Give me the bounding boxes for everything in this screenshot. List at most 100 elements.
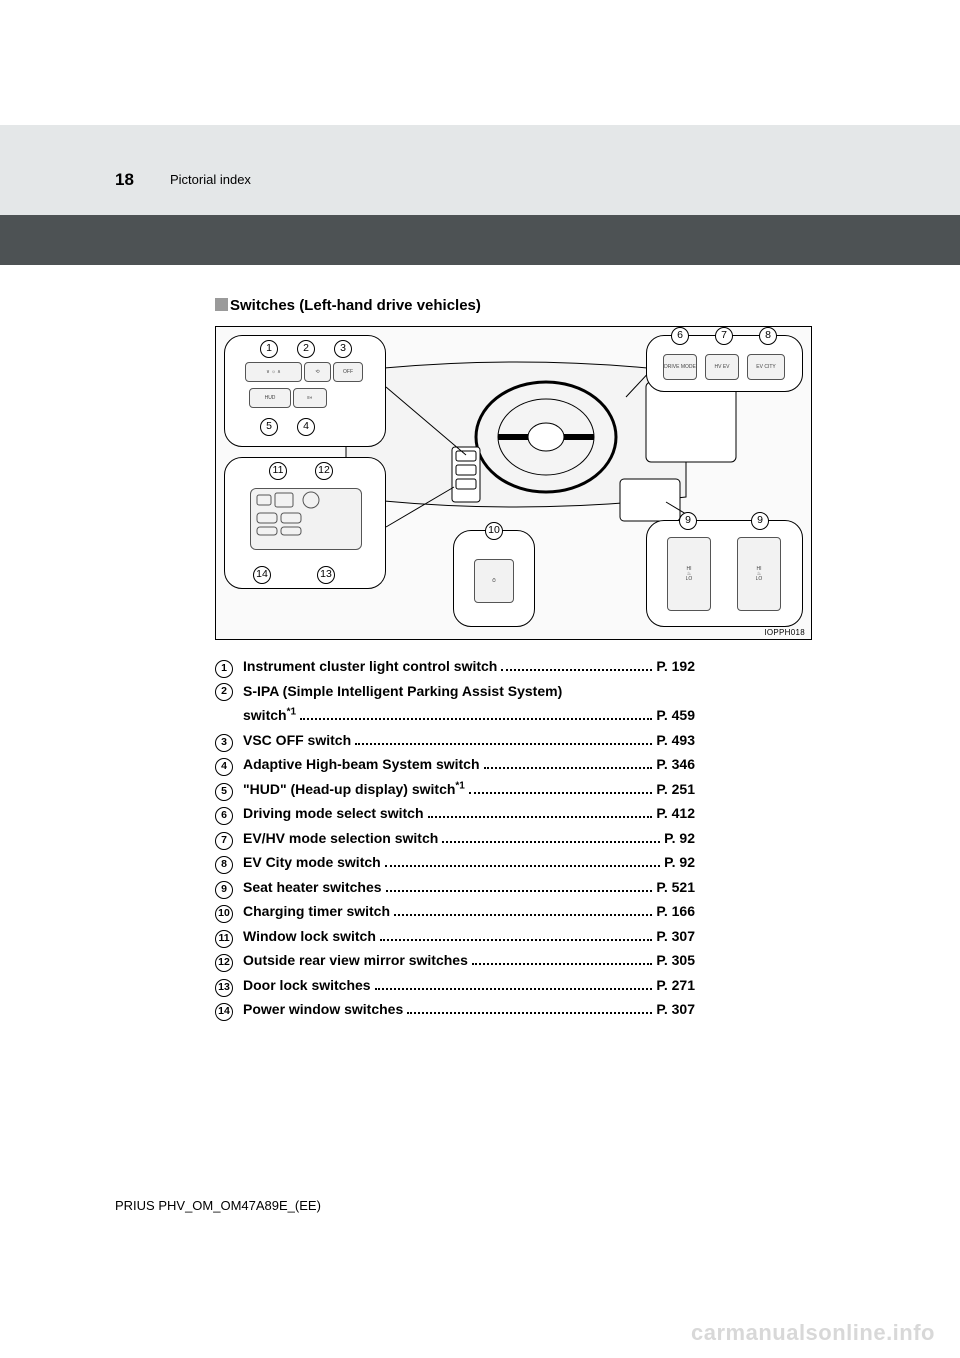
callout-box-9: 9 9 HI♨LO HI♨LO bbox=[646, 520, 803, 627]
hud-btn-icon: HUD bbox=[249, 388, 291, 408]
leader-dots bbox=[375, 977, 653, 990]
section-title-text: Switches (Left-hand drive vehicles) bbox=[230, 297, 481, 314]
callout-box-1-5: 1 2 3 ∨ ☼ ∧ ⟲ OFF HUD ≡◐ 5 4 bbox=[224, 335, 386, 447]
page-container: 18 Pictorial index Switches (Left-hand d… bbox=[0, 0, 960, 1358]
leader-dots bbox=[428, 806, 653, 819]
item-num-10: 10 bbox=[215, 905, 233, 923]
item-text-8: EV City mode switch bbox=[243, 850, 381, 875]
item-row-11: 11 Window lock switch P. 307 bbox=[215, 924, 695, 949]
callout-3: 3 bbox=[334, 340, 352, 358]
item-text-14: Power window switches bbox=[243, 997, 403, 1022]
item-row-10: 10 Charging timer switch P. 166 bbox=[215, 899, 695, 924]
callout-9a: 9 bbox=[679, 512, 697, 530]
leader-dots bbox=[355, 732, 652, 745]
item-text-2a: S-IPA (Simple Intelligent Parking Assist… bbox=[243, 679, 562, 704]
callout-box-10: 10 ⏱ bbox=[453, 530, 535, 627]
header-dark-band bbox=[0, 215, 960, 265]
switches-diagram: 1 2 3 ∨ ☼ ∧ ⟲ OFF HUD ≡◐ 5 4 6 7 8 DRIVE… bbox=[215, 326, 812, 640]
item-text-2b: switch*1 bbox=[243, 703, 296, 728]
callout-2: 2 bbox=[297, 340, 315, 358]
item-page-10: P. 166 bbox=[656, 899, 695, 924]
item-num-9: 9 bbox=[215, 881, 233, 899]
vsc-off-btn-icon: OFF bbox=[333, 362, 363, 382]
item-page-6: P. 412 bbox=[656, 801, 695, 826]
item-num-11: 11 bbox=[215, 930, 233, 948]
watermark: carmanualsonline.info bbox=[691, 1320, 935, 1346]
item-text-6: Driving mode select switch bbox=[243, 801, 424, 826]
item-row-5: 5 "HUD" (Head-up display) switch*1 P. 25… bbox=[215, 777, 695, 802]
item-page-9: P. 521 bbox=[656, 875, 695, 900]
item-num-4: 4 bbox=[215, 758, 233, 776]
section-title: Switches (Left-hand drive vehicles) bbox=[215, 297, 850, 314]
item-text-4: Adaptive High-beam System switch bbox=[243, 752, 480, 777]
section-bullet-icon bbox=[215, 298, 228, 311]
leader-dots bbox=[472, 953, 652, 966]
item-page-13: P. 271 bbox=[656, 973, 695, 998]
item-row-8: 8 EV City mode switch P. 92 bbox=[215, 850, 695, 875]
sipa-btn-icon: ⟲ bbox=[304, 362, 331, 382]
item-page-5: P. 251 bbox=[656, 777, 695, 802]
item-num-1: 1 bbox=[215, 660, 233, 678]
leader-dots bbox=[484, 757, 653, 770]
leader-dots bbox=[386, 879, 653, 892]
item-num-7: 7 bbox=[215, 832, 233, 850]
seat-heater-right-icon: HI♨LO bbox=[737, 537, 781, 611]
item-num-8: 8 bbox=[215, 856, 233, 874]
callout-box-11-14: 11 12 14 13 bbox=[224, 457, 386, 589]
item-num-2: 2 bbox=[215, 683, 233, 701]
content-area: Switches (Left-hand drive vehicles) bbox=[215, 297, 850, 1022]
item-text-3: VSC OFF switch bbox=[243, 728, 351, 753]
callout-6: 6 bbox=[671, 327, 689, 345]
items-list: 1 Instrument cluster light control switc… bbox=[215, 654, 850, 1022]
item-num-14: 14 bbox=[215, 1003, 233, 1021]
item-row-13: 13 Door lock switches P. 271 bbox=[215, 973, 695, 998]
item-sup-5: *1 bbox=[455, 780, 464, 791]
item-row-14: 14 Power window switches P. 307 bbox=[215, 997, 695, 1022]
header-gray-band bbox=[0, 125, 960, 215]
item-sup-2: *1 bbox=[287, 706, 296, 717]
callout-12: 12 bbox=[315, 462, 333, 480]
item-num-6: 6 bbox=[215, 807, 233, 825]
item-text-5: "HUD" (Head-up display) switch*1 bbox=[243, 777, 465, 802]
item-page-2: P. 459 bbox=[656, 703, 695, 728]
drive-mode-btn-icon: DRIVE MODE bbox=[663, 354, 697, 380]
leader-dots bbox=[442, 830, 660, 843]
item-page-11: P. 307 bbox=[656, 924, 695, 949]
item-text-11: Window lock switch bbox=[243, 924, 376, 949]
callout-14: 14 bbox=[253, 566, 271, 584]
item-page-7: P. 92 bbox=[664, 826, 695, 851]
item-page-3: P. 493 bbox=[656, 728, 695, 753]
item-page-8: P. 92 bbox=[664, 850, 695, 875]
item-text-10: Charging timer switch bbox=[243, 899, 390, 924]
callout-10: 10 bbox=[485, 522, 503, 540]
callout-4: 4 bbox=[297, 418, 315, 436]
callout-7: 7 bbox=[715, 327, 733, 345]
leader-dots bbox=[394, 904, 652, 917]
leader-dots bbox=[380, 928, 652, 941]
item-row-7: 7 EV/HV mode selection switch P. 92 bbox=[215, 826, 695, 851]
leader-dots bbox=[407, 1002, 652, 1015]
ev-city-btn-icon: EV CITY bbox=[747, 354, 785, 380]
page-number: 18 bbox=[115, 170, 134, 190]
footer-document-id: PRIUS PHV_OM_OM47A89E_(EE) bbox=[115, 1198, 321, 1213]
item-page-1: P. 192 bbox=[656, 654, 695, 679]
item-row-1: 1 Instrument cluster light control switc… bbox=[215, 654, 695, 679]
charging-timer-btn-icon: ⏱ bbox=[474, 559, 514, 603]
item-row-4: 4 Adaptive High-beam System switch P. 34… bbox=[215, 752, 695, 777]
item-text-9: Seat heater switches bbox=[243, 875, 382, 900]
item-page-12: P. 305 bbox=[656, 948, 695, 973]
item-row-12: 12 Outside rear view mirror switches P. … bbox=[215, 948, 695, 973]
diagram-image-code: IOPPH018 bbox=[764, 628, 805, 637]
callout-13: 13 bbox=[317, 566, 335, 584]
item-page-4: P. 346 bbox=[656, 752, 695, 777]
callout-box-6-8: 6 7 8 DRIVE MODE HV EV EV CITY bbox=[646, 335, 803, 392]
item-num-5: 5 bbox=[215, 783, 233, 801]
item-num-3: 3 bbox=[215, 734, 233, 752]
item-text-13: Door lock switches bbox=[243, 973, 371, 998]
callout-1: 1 bbox=[260, 340, 278, 358]
light-control-btn-icon: ∨ ☼ ∧ bbox=[245, 362, 302, 382]
callout-5: 5 bbox=[260, 418, 278, 436]
item-page-14: P. 307 bbox=[656, 997, 695, 1022]
item-row-9: 9 Seat heater switches P. 521 bbox=[215, 875, 695, 900]
item-num-13: 13 bbox=[215, 979, 233, 997]
